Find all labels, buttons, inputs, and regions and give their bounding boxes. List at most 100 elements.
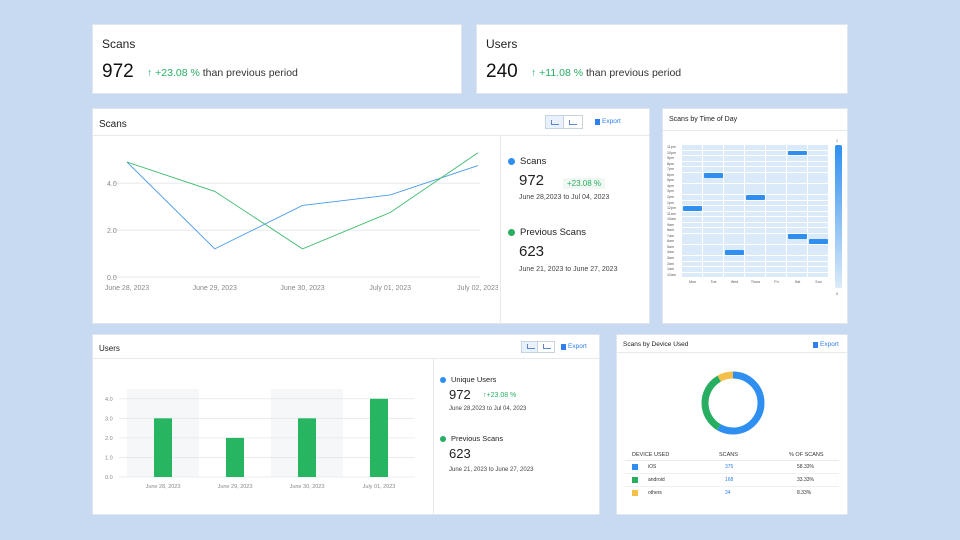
- hour-label: 7pm: [667, 167, 674, 172]
- card-title: Scans by Time of Day: [669, 116, 738, 123]
- device-swatch: [632, 490, 638, 496]
- device-scans[interactable]: 375: [725, 464, 734, 470]
- hour-label: 11am: [667, 211, 676, 216]
- heatmap-cell: [766, 256, 786, 261]
- heatmap-cell-active: [788, 233, 807, 239]
- heatmap-cell: [766, 194, 786, 200]
- device-percent: 33.33%: [797, 477, 814, 483]
- heatmap-cell: [787, 256, 807, 261]
- day-label: Sat: [794, 280, 801, 285]
- heatmap-cell: [703, 222, 723, 228]
- chart-type-toggle[interactable]: [545, 115, 583, 129]
- device-name: iOS: [648, 464, 657, 470]
- heatmap-cell-active: [704, 172, 723, 178]
- card-header: Scans: [93, 109, 649, 136]
- heatmap-cell: [724, 261, 744, 267]
- heatmap-cell: [682, 172, 702, 178]
- heatmap-cell: [787, 178, 807, 184]
- heatmap-cell: [766, 150, 786, 156]
- heatmap-cell: [724, 172, 744, 178]
- device-scans[interactable]: 34: [725, 490, 731, 496]
- y-tick-label: 3.0: [105, 416, 113, 422]
- heatmap-cell: [703, 261, 723, 267]
- day-label: Thurs: [750, 280, 761, 285]
- device-scans[interactable]: 168: [725, 477, 734, 483]
- heatmap-cell: [682, 189, 702, 195]
- heatmap-cell: [787, 261, 807, 267]
- heatmap-cell: [808, 189, 828, 195]
- day-label: Wed: [730, 280, 739, 285]
- heatmap-cell: [766, 178, 786, 184]
- heatmap-cell: [682, 194, 702, 200]
- col-header-scans: SCANS: [719, 452, 738, 458]
- previous-date-range: June 21, 2023 to June 27, 2023: [519, 266, 618, 273]
- users-value: 972: [449, 387, 471, 402]
- heatmap-cell: [724, 272, 744, 278]
- x-tick-label: July 01, 2023: [369, 285, 411, 292]
- day-label: Tue: [710, 280, 717, 285]
- export-button[interactable]: Export: [595, 118, 621, 125]
- line-chart-icon[interactable]: [538, 342, 554, 352]
- x-tick-label: June 28, 2023: [105, 285, 149, 292]
- device-name: others: [648, 490, 662, 496]
- heatmap-cell: [787, 156, 807, 161]
- device-name: android: [648, 477, 665, 483]
- x-tick-label: June 30, 2023: [280, 285, 324, 292]
- heatmap-cell: [745, 222, 765, 228]
- heatmap-cell: [808, 250, 828, 256]
- hour-label: 3pm: [667, 189, 674, 194]
- heatmap-cell: [808, 194, 828, 200]
- y-tick-label: 0.0: [107, 275, 117, 282]
- hour-label: 4am: [667, 250, 674, 255]
- heatmap-cell: [682, 145, 702, 150]
- heatmap-cell: [787, 217, 807, 222]
- card-header: Users: [93, 335, 599, 359]
- heatmap-cell: [766, 222, 786, 228]
- heatmap-cell-active: [683, 206, 702, 211]
- heatmap-cell: [745, 244, 765, 250]
- bar: [154, 418, 172, 477]
- heatmap-cell: [808, 261, 828, 267]
- bar: [370, 398, 388, 477]
- line-chart-icon[interactable]: [564, 116, 582, 128]
- stat-change: ↑ +11.08 % than previous period: [531, 67, 682, 79]
- heatmap-cell: [703, 267, 723, 272]
- heatmap-cell: [724, 167, 744, 172]
- heatmap-cell: [787, 250, 807, 256]
- hour-label: 10pm: [667, 150, 676, 155]
- previous-users-value: 623: [449, 446, 471, 461]
- heatmap-cell: [682, 222, 702, 228]
- stat-value: 972: [102, 61, 134, 82]
- device-donut-chart: [701, 371, 765, 435]
- heatmap-cell: [808, 178, 828, 184]
- heatmap-cell: [724, 239, 744, 245]
- heatmap-cell: [787, 222, 807, 228]
- heatmap-cell: [682, 217, 702, 222]
- bar: [298, 418, 316, 477]
- heatmap-cell: [745, 200, 765, 206]
- heatmap-cell: [703, 167, 723, 172]
- heatmap-cell: [724, 150, 744, 156]
- heatmap-cell: [808, 211, 828, 217]
- bar-chart-icon[interactable]: [522, 342, 538, 352]
- export-button[interactable]: Export: [561, 343, 587, 350]
- heatmap-cell: [766, 261, 786, 267]
- heatmap-cell: [787, 189, 807, 195]
- heatmap-cell: [766, 211, 786, 217]
- legend-previous-scans: Previous Scans: [440, 434, 503, 443]
- users-bar-chart: 0.0 1.0 2.0 3.0 4.0 June 28, 2023 June 29, 202…: [105, 389, 415, 490]
- chart-type-toggle[interactable]: [521, 341, 555, 353]
- heatmap-cell: [766, 239, 786, 245]
- heatmap-cell: [682, 167, 702, 172]
- hour-label: 12am: [667, 272, 676, 277]
- heatmap-cell: [724, 217, 744, 222]
- heatmap-cell: [745, 172, 765, 178]
- device-swatch: [632, 464, 638, 470]
- bar-chart-icon[interactable]: [546, 116, 564, 128]
- heatmap-cell: [703, 194, 723, 200]
- export-button[interactable]: Export: [813, 341, 839, 348]
- series-line: [126, 152, 479, 250]
- heatmap-cell: [703, 217, 723, 222]
- heatmap-cell: [787, 206, 807, 211]
- heatmap-cell: [808, 172, 828, 178]
